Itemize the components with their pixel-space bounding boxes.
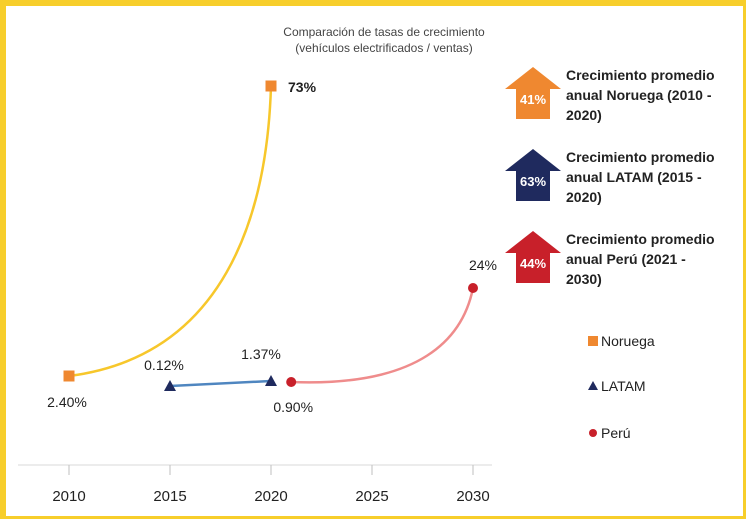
data-label: 0.12% bbox=[144, 357, 184, 373]
legend-marker bbox=[588, 381, 598, 390]
series-line-0 bbox=[68, 85, 273, 378]
data-label: 1.37% bbox=[241, 346, 281, 362]
growth-rate-value: 63% bbox=[520, 174, 546, 189]
legend: Noruega LATAM Perú bbox=[588, 333, 655, 441]
data-point-marker bbox=[265, 80, 277, 92]
growth-rate-caption: Crecimiento promedio bbox=[566, 231, 715, 247]
growth-rate-value: 41% bbox=[520, 92, 546, 107]
growth-arrow-icon bbox=[505, 149, 561, 201]
growth-rate-value: 44% bbox=[520, 256, 546, 271]
x-tick-label: 2020 bbox=[254, 488, 287, 505]
data-point-marker bbox=[265, 375, 277, 386]
chart-title: Comparación de tasas de crecimiento bbox=[283, 25, 485, 39]
series-line-1 bbox=[169, 379, 272, 388]
growth-panel: 41% Crecimiento promedio anual Noruega (20… bbox=[505, 67, 715, 287]
data-label: 73% bbox=[288, 79, 317, 95]
growth-rate-caption: anual LATAM (2015 - bbox=[566, 169, 702, 185]
legend-label: Perú bbox=[601, 425, 631, 441]
series-layer: 2.40% 73% 0.12% 1.37% 0.90% 24% bbox=[47, 79, 497, 415]
data-point-marker bbox=[63, 370, 75, 382]
growth-arrow-icon bbox=[505, 67, 561, 119]
chart-subtitle: (vehículos electrificados / ventas) bbox=[295, 41, 472, 55]
data-point-marker bbox=[286, 377, 297, 387]
growth-rate-caption: 2020) bbox=[566, 189, 602, 205]
data-label: 0.90% bbox=[273, 399, 313, 415]
data-point-marker bbox=[468, 283, 478, 293]
growth-arrow-icon bbox=[505, 231, 561, 283]
x-tick-label: 2015 bbox=[153, 488, 186, 505]
growth-rate-caption: Crecimiento promedio bbox=[566, 67, 715, 83]
data-label: 24% bbox=[469, 257, 497, 273]
x-axis: 2010 2015 2020 2025 2030 bbox=[18, 464, 492, 505]
legend-label: LATAM bbox=[601, 378, 646, 394]
x-tick-label: 2030 bbox=[456, 488, 489, 505]
growth-rate-caption: 2020) bbox=[566, 107, 602, 123]
growth-rate-caption: Crecimiento promedio bbox=[566, 149, 715, 165]
series-line-2 bbox=[291, 287, 475, 384]
legend-marker bbox=[589, 429, 597, 437]
legend-label: Noruega bbox=[601, 333, 655, 349]
legend-marker bbox=[588, 336, 598, 346]
growth-rate-caption: anual Perú (2021 - bbox=[566, 251, 686, 267]
growth-rate-caption: 2030) bbox=[566, 271, 602, 287]
data-label: 2.40% bbox=[47, 394, 87, 410]
data-point-marker bbox=[164, 380, 176, 391]
x-tick-label: 2010 bbox=[52, 488, 85, 505]
growth-rate-caption: anual Noruega (2010 - bbox=[566, 87, 712, 103]
x-tick-label: 2025 bbox=[355, 488, 388, 505]
